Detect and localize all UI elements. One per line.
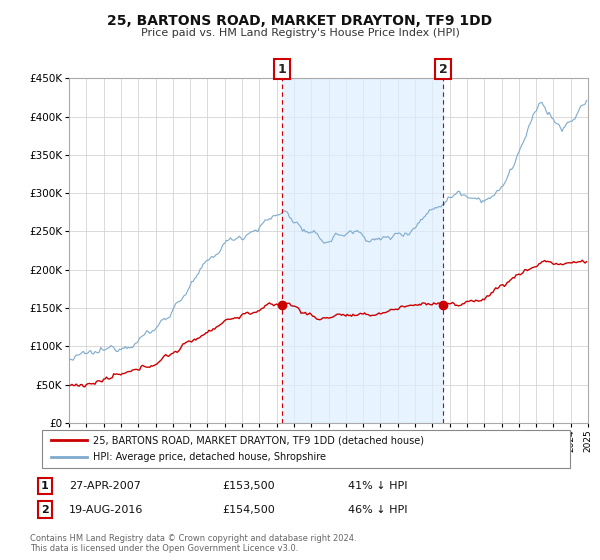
Bar (282, 78, 443, 423)
Text: £154,500: £154,500 (222, 505, 275, 515)
Text: 2: 2 (439, 63, 448, 76)
Text: 1: 1 (41, 481, 49, 491)
Text: £153,500: £153,500 (222, 481, 275, 491)
Text: This data is licensed under the Open Government Licence v3.0.: This data is licensed under the Open Gov… (30, 544, 298, 553)
Text: 41% ↓ HPI: 41% ↓ HPI (348, 481, 407, 491)
Text: 1: 1 (278, 63, 287, 76)
Text: HPI: Average price, detached house, Shropshire: HPI: Average price, detached house, Shro… (93, 452, 326, 462)
Text: 27-APR-2007: 27-APR-2007 (69, 481, 141, 491)
Text: Contains HM Land Registry data © Crown copyright and database right 2024.: Contains HM Land Registry data © Crown c… (30, 534, 356, 543)
Text: Price paid vs. HM Land Registry's House Price Index (HPI): Price paid vs. HM Land Registry's House … (140, 28, 460, 38)
Text: 19-AUG-2016: 19-AUG-2016 (69, 505, 143, 515)
Text: 25, BARTONS ROAD, MARKET DRAYTON, TF9 1DD: 25, BARTONS ROAD, MARKET DRAYTON, TF9 1D… (107, 14, 493, 28)
Text: 25, BARTONS ROAD, MARKET DRAYTON, TF9 1DD (detached house): 25, BARTONS ROAD, MARKET DRAYTON, TF9 1D… (93, 435, 424, 445)
Text: 2: 2 (41, 505, 49, 515)
Text: 46% ↓ HPI: 46% ↓ HPI (348, 505, 407, 515)
